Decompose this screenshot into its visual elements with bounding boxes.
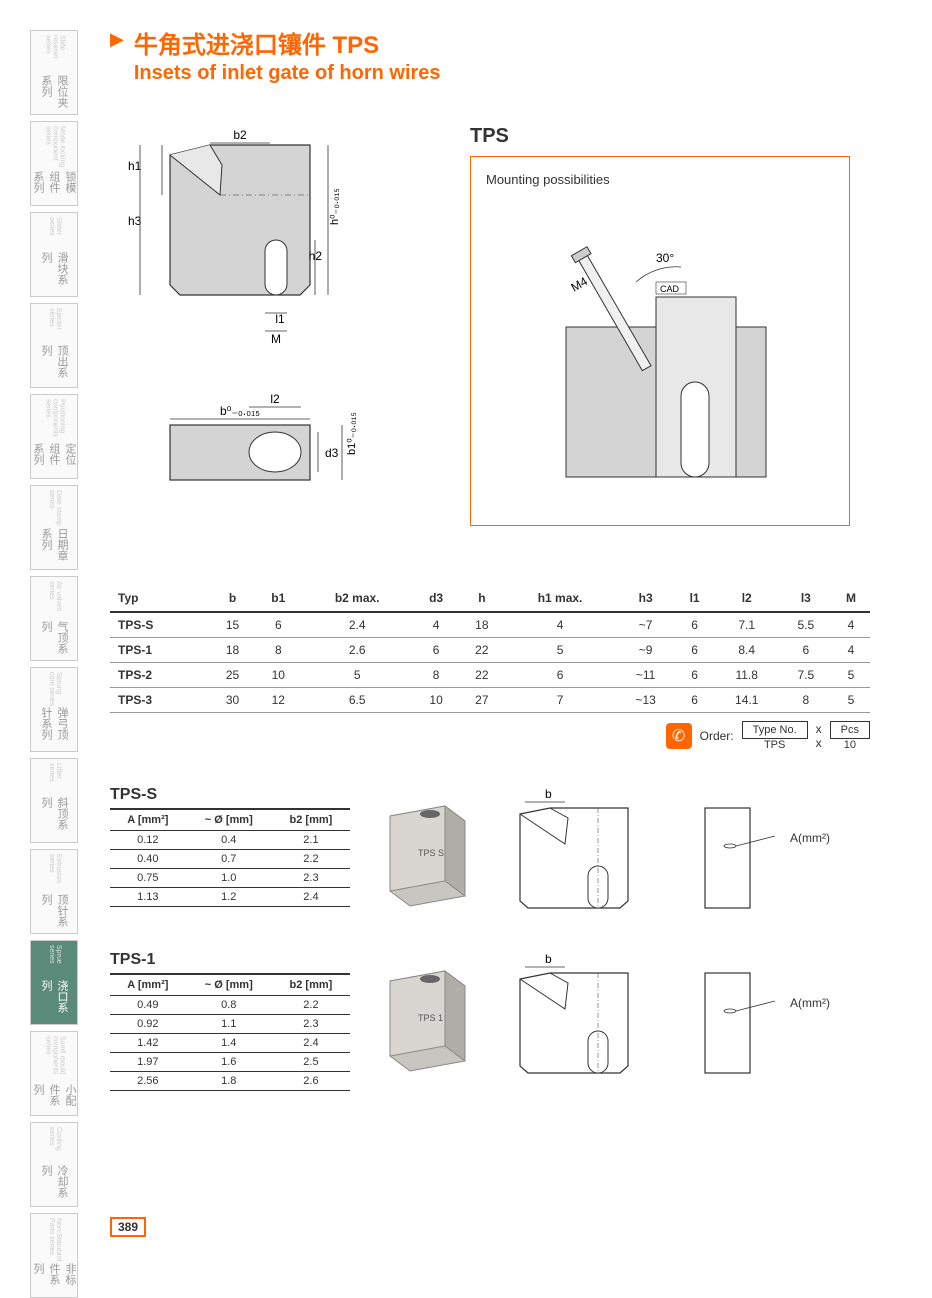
sidebar-item[interactable]: Slider series滑块系列 — [30, 212, 78, 297]
sidebar-item[interactable]: Samll mould components series小配件系列 — [30, 1031, 78, 1116]
sidebar-item[interactable]: Slide retainer series限位夹系列 — [30, 30, 78, 115]
order-type-value: TPS — [742, 739, 808, 751]
sidebar-item[interactable]: Sprue series浇口系列 — [30, 940, 78, 1025]
order-pcs-box: Pcs — [830, 721, 870, 739]
side-drawing: A(mm²) — [690, 786, 780, 916]
sidebar-item[interactable]: Ejector series顶出系列 — [30, 303, 78, 388]
page-content: ▶ 牛角式进浇口镶件 TPS Insets of inlet gate of h… — [110, 25, 890, 1091]
mounting-label: Mounting possibilities — [486, 172, 834, 187]
product-render: TPS S — [370, 786, 490, 916]
sub-table: A [mm²]~ Ø [mm]b2 [mm]0.490.82.20.921.12… — [110, 973, 350, 1091]
dim-d3: d3 — [325, 446, 339, 460]
area-label: A(mm²) — [790, 996, 830, 1010]
table-header: l1 — [676, 585, 714, 612]
table-row: 1.421.42.4 — [110, 1034, 350, 1053]
svg-text:TPS S: TPS S — [418, 848, 444, 858]
order-x2: x — [816, 736, 822, 750]
sidebar-item[interactable]: Cooling series冷却系列 — [30, 1122, 78, 1207]
table-header: Typ — [110, 585, 210, 612]
sub-section: TPS-S A [mm²]~ Ø [mm]b2 [mm]0.120.42.10.4… — [110, 786, 890, 916]
sub-section: TPS-1 A [mm²]~ Ø [mm]b2 [mm]0.490.82.20.9… — [110, 951, 890, 1091]
sidebar-item[interactable]: Lifter series斜顶系列 — [30, 758, 78, 843]
svg-text:b: b — [545, 787, 552, 801]
sub-table-title: TPS-S — [110, 786, 350, 804]
dim-angle: 30° — [656, 251, 674, 265]
sidebar-item[interactable]: Sprung core series弹弓顶针系列 — [30, 667, 78, 752]
table-header: b1 — [255, 585, 301, 612]
table-row: 0.120.42.1 — [110, 831, 350, 850]
sidebar-item[interactable]: Non-Standard Parts series非标件系列 — [30, 1213, 78, 1298]
order-pcs-value: 10 — [830, 739, 870, 751]
dim-h: h⁰₋₀.₀₁₅ — [329, 188, 341, 225]
diagram-front-top: b2 h1 h3 h⁰₋₀.₀₁₅ h2 l1 M — [110, 125, 430, 565]
table-row: 0.400.72.2 — [110, 850, 350, 869]
table-row: 0.751.02.3 — [110, 869, 350, 888]
diagrams-row: b2 h1 h3 h⁰₋₀.₀₁₅ h2 l1 M — [110, 125, 890, 565]
table-header: b2 max. — [302, 585, 413, 612]
sidebar-item[interactable]: Mode locking component series锁模组件系列 — [30, 121, 78, 206]
table-header: l3 — [780, 585, 832, 612]
table-row: TPS-S1562.44184~767.15.54 — [110, 612, 870, 638]
bullet-icon: ▶ — [110, 29, 124, 50]
table-row: 1.131.22.4 — [110, 888, 350, 907]
sub-table-title: TPS-1 — [110, 951, 350, 969]
sidebar-item[interactable]: Date stamp series日期章系列 — [30, 485, 78, 570]
page-header: ▶ 牛角式进浇口镶件 TPS Insets of inlet gate of h… — [110, 25, 890, 85]
side-drawing: A(mm²) — [690, 951, 780, 1081]
tps-heading: TPS — [470, 125, 850, 148]
phone-icon: ✆ — [666, 723, 692, 749]
table-header: M — [832, 585, 870, 612]
dim-b2: b2 — [233, 128, 247, 142]
table-header: h1 max. — [504, 585, 615, 612]
mounting-diagram: TPS Mounting possibilities 30° — [470, 125, 850, 565]
dim-b: b⁰₋₀.₀₁₅ — [220, 404, 260, 418]
page-number: 389 — [110, 1217, 146, 1237]
table-row: TPS-11882.66225~968.464 — [110, 638, 870, 663]
sidebar-item[interactable]: Positioning components series定位组件系列 — [30, 394, 78, 479]
order-type-box: Type No. — [742, 721, 808, 739]
dim-h2: h2 — [309, 249, 323, 263]
table-header: d3 — [413, 585, 459, 612]
dim-M: M — [271, 332, 281, 346]
dim-m4: M4 — [569, 274, 591, 295]
table-header: h3 — [616, 585, 676, 612]
sidebar-item[interactable]: Extrusion series顶针系列 — [30, 849, 78, 934]
svg-text:TPS 1: TPS 1 — [418, 1013, 443, 1023]
category-sidebar: Slide retainer series限位夹系列 Mode locking c… — [30, 30, 80, 1230]
sub-table: A [mm²]~ Ø [mm]b2 [mm]0.120.42.10.400.72… — [110, 808, 350, 907]
table-row: TPS-2251058226~11611.87.55 — [110, 663, 870, 688]
cad-label: CAD — [660, 284, 680, 294]
table-row: 1.971.62.5 — [110, 1053, 350, 1072]
product-render: TPS 1 — [370, 951, 490, 1081]
table-row: TPS-330126.510277~13614.185 — [110, 688, 870, 713]
table-row: 0.921.12.3 — [110, 1015, 350, 1034]
table-header: h — [459, 585, 504, 612]
title-chinese: 牛角式进浇口镶件 TPS — [134, 25, 441, 60]
area-label: A(mm²) — [790, 831, 830, 845]
order-x1: x — [816, 722, 822, 736]
table-row: 2.561.82.6 — [110, 1072, 350, 1091]
order-label: Order: — [700, 729, 734, 743]
dim-l2: l2 — [270, 392, 280, 406]
technical-drawing: b — [510, 951, 670, 1081]
table-header: l2 — [714, 585, 780, 612]
order-row: ✆ Order: Type No. TPS x x Pcs 10 — [110, 721, 870, 751]
svg-text:b: b — [545, 952, 552, 966]
dim-b1: b1⁰₋₀.₀₁₅ — [346, 412, 358, 455]
table-header: b — [210, 585, 255, 612]
title-english: Insets of inlet gate of horn wires — [134, 62, 441, 85]
sidebar-item[interactable]: Air valves series气顶系列 — [30, 576, 78, 661]
spec-table: Typbb1b2 max.d3hh1 max.h3l1l2l3M TPS-S15… — [110, 585, 870, 713]
technical-drawing: b — [510, 786, 670, 916]
dim-l1: l1 — [275, 312, 285, 326]
table-row: 0.490.82.2 — [110, 996, 350, 1015]
